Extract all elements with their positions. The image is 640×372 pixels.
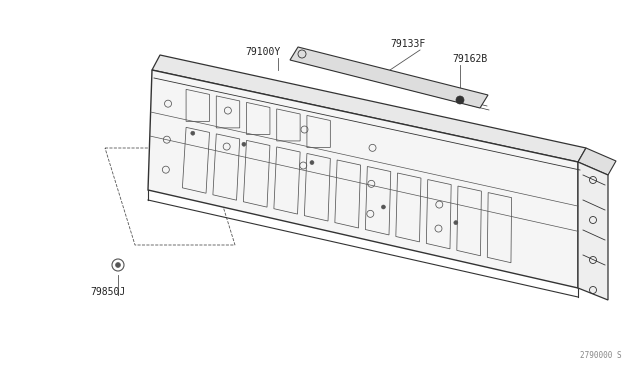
Text: 79100Y: 79100Y <box>245 47 280 57</box>
Polygon shape <box>148 70 578 288</box>
Text: 79850J: 79850J <box>90 287 125 297</box>
Text: 2790000 S: 2790000 S <box>580 351 622 360</box>
Circle shape <box>191 131 195 135</box>
Polygon shape <box>578 162 608 300</box>
Circle shape <box>456 96 464 104</box>
Circle shape <box>381 205 385 209</box>
Text: 79162B: 79162B <box>452 54 487 64</box>
Polygon shape <box>152 55 586 162</box>
Circle shape <box>242 142 246 146</box>
Circle shape <box>310 161 314 164</box>
Text: 79133F: 79133F <box>390 39 425 49</box>
Circle shape <box>115 263 120 267</box>
Polygon shape <box>290 47 488 108</box>
Circle shape <box>454 221 458 225</box>
Polygon shape <box>578 148 616 175</box>
